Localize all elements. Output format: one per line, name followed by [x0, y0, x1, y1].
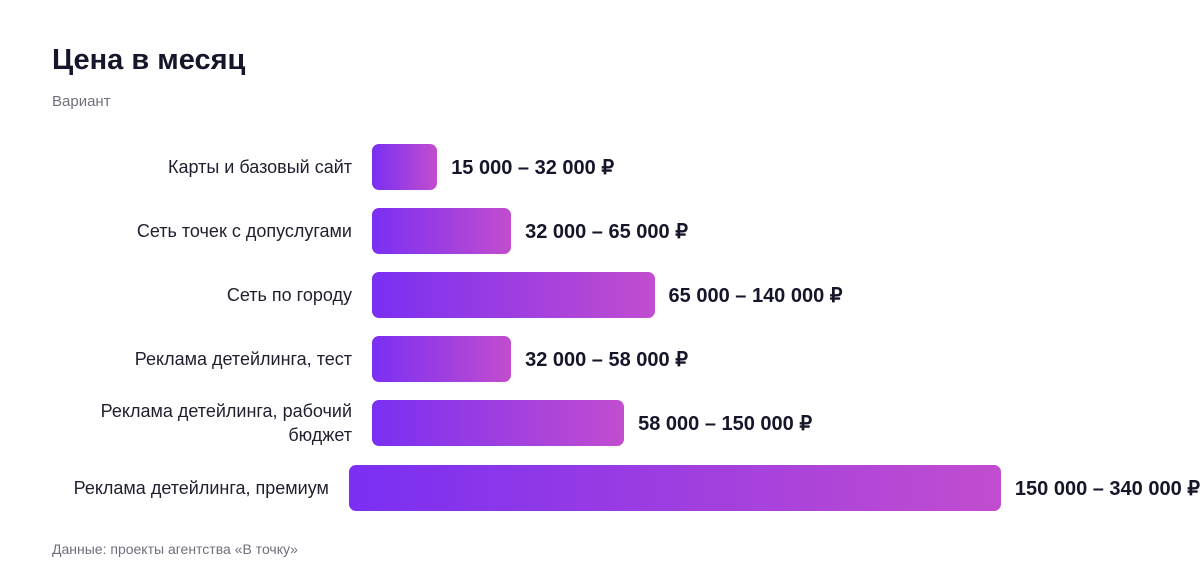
category-label: Реклама детейлинга, рабочий бюджет: [100, 401, 352, 445]
value-label: 58 000 – 150 000 ₽: [638, 412, 813, 435]
value-label: 15 000 – 32 000 ₽: [451, 156, 615, 179]
category-label: Карты и базовый сайт: [168, 157, 352, 177]
value-label: 150 000 – 340 000 ₽: [1014, 477, 1200, 500]
chart-subtitle: Вариант: [52, 93, 111, 110]
bar-rows: Карты и базовый сайт 15 000 – 32 000 ₽ Сет…: [0, 144, 1200, 529]
bar-row: Сеть точек с допуслугами 32 000 – 65 000 …: [0, 208, 1200, 254]
category-label: Сеть точек с допуслугами: [136, 221, 352, 241]
value-label: 32 000 – 58 000 ₽: [525, 348, 688, 371]
bar: [372, 208, 512, 254]
bar: [372, 400, 625, 446]
bar-row: Карты и базовый сайт 15 000 – 32 000 ₽: [0, 144, 1200, 190]
source-note: Данные: проекты агентства «В точку»: [52, 541, 298, 557]
category-label: Сеть по городу: [226, 285, 352, 305]
bar: [372, 272, 655, 318]
value-label: 65 000 – 140 000 ₽: [668, 284, 843, 307]
bar-row: Сеть по городу 65 000 – 140 000 ₽: [0, 272, 1200, 318]
bar-row: Реклама детейлинга, премиум 150 000 – 340…: [0, 465, 1200, 511]
category-label: Реклама детейлинга, тест: [134, 349, 352, 369]
category-label: Реклама детейлинга, премиум: [73, 478, 329, 498]
bar: [372, 144, 438, 190]
bar: [372, 336, 512, 382]
bar: [348, 465, 1001, 511]
chart-title: Цена в месяц: [52, 44, 246, 76]
bar-row: Реклама детейлинга, рабочий бюджет 58 000…: [0, 400, 1200, 446]
value-label: 32 000 – 65 000 ₽: [525, 220, 688, 243]
bar-row: Реклама детейлинга, тест 32 000 – 58 000 …: [0, 336, 1200, 382]
